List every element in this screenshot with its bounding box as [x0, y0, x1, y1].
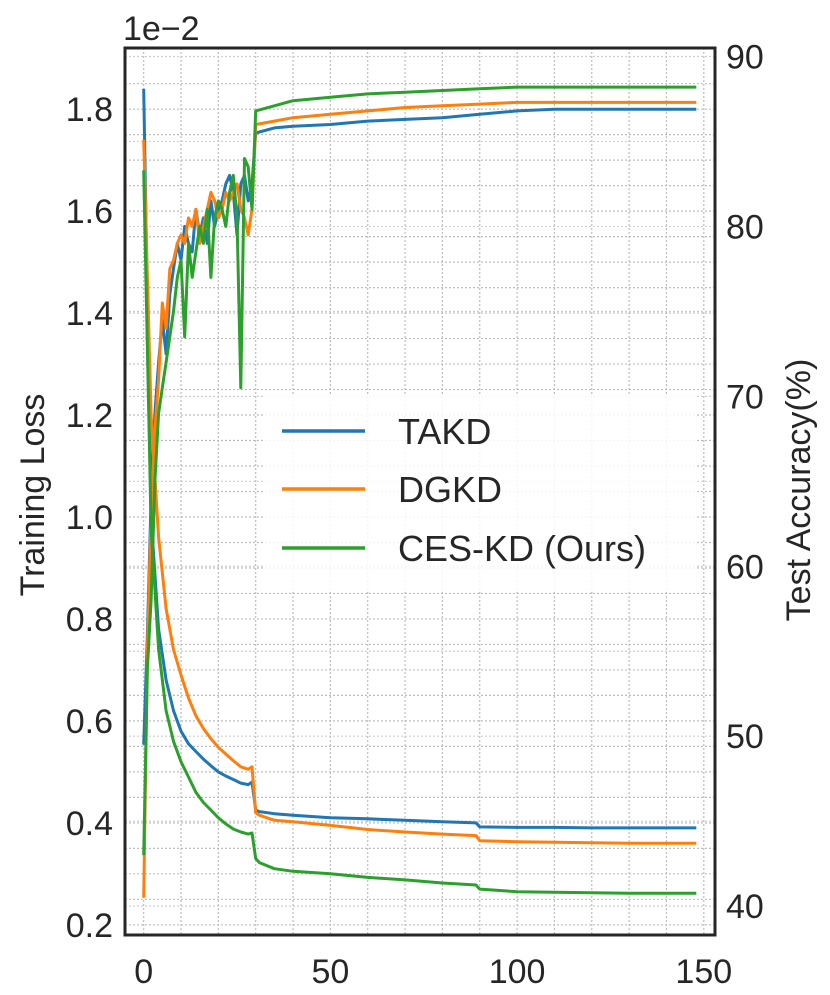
y-right-tick-label: 40 — [726, 888, 764, 926]
y-left-tick-label: 0.8 — [66, 601, 113, 639]
tick-labels: 0 50 100 150 0.2 0.4 0.6 0.8 1.0 1.2 1.4 1.6 1.8 40 50… — [66, 38, 764, 991]
y-axis-left-label: Training Loss — [14, 394, 52, 597]
legend-label-takd: TAKD — [398, 411, 491, 452]
legend-box — [265, 395, 695, 590]
legend-label-ces-kd: CES-KD (Ours) — [398, 528, 646, 569]
series-accuracy-ces-kd-ours — [142, 85, 697, 856]
y-left-tick-label: 1.2 — [66, 397, 113, 435]
y-right-tick-label: 80 — [726, 208, 764, 246]
y-left-tick-label: 1.8 — [66, 91, 113, 129]
series-loss-dgkd — [142, 139, 697, 845]
legend-label-dgkd: DGKD — [398, 469, 502, 510]
scale-label: 1e−2 — [123, 10, 200, 48]
y-axis-right-label: Test Accuracy(%) — [780, 359, 818, 622]
x-tick-label: 0 — [134, 953, 153, 991]
legend: TAKD DGKD CES-KD (Ours) — [265, 395, 695, 590]
y-right-tick-label: 70 — [726, 378, 764, 416]
y-left-tick-label: 0.2 — [66, 907, 113, 945]
y-left-tick-label: 1.0 — [66, 499, 113, 537]
series-lines — [142, 85, 697, 898]
y-left-tick-label: 1.6 — [66, 193, 113, 231]
series-accuracy-takd — [142, 107, 697, 745]
series-loss-ces-kd-ours — [142, 170, 697, 895]
y-right-tick-label: 50 — [726, 718, 764, 756]
x-tick-label: 100 — [489, 953, 546, 991]
plot-frame — [123, 46, 717, 937]
y-left-tick-label: 1.4 — [66, 295, 113, 333]
x-tick-label: 50 — [311, 953, 349, 991]
y-right-tick-label: 60 — [726, 548, 764, 586]
y-left-tick-label: 0.6 — [66, 703, 113, 741]
x-tick-label: 150 — [675, 953, 732, 991]
series-accuracy-dgkd — [142, 100, 697, 898]
y-left-tick-label: 0.4 — [66, 805, 113, 843]
y-right-tick-label: 90 — [726, 38, 764, 76]
